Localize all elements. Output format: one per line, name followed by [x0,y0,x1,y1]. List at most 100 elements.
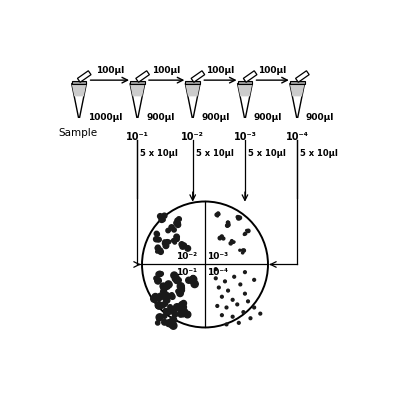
Circle shape [160,283,166,289]
Circle shape [142,201,268,328]
Polygon shape [130,83,145,117]
Text: 100μl: 100μl [206,65,234,75]
Circle shape [238,216,242,219]
Circle shape [242,311,245,314]
Circle shape [154,231,159,236]
Circle shape [174,234,179,240]
Circle shape [174,275,179,281]
Bar [290,81,304,83]
Circle shape [227,223,230,227]
Polygon shape [72,85,86,97]
Circle shape [156,302,162,309]
Circle shape [180,311,184,316]
Text: 10⁻¹: 10⁻¹ [176,268,197,277]
Circle shape [233,275,236,278]
Polygon shape [78,71,91,82]
Circle shape [175,218,178,222]
Circle shape [179,303,184,308]
Bar [72,81,86,83]
Polygon shape [191,71,205,82]
Circle shape [172,277,178,281]
Circle shape [179,310,186,317]
Circle shape [156,295,160,299]
Circle shape [191,275,195,280]
Circle shape [176,238,179,241]
Circle shape [161,288,167,294]
Circle shape [178,306,183,311]
Circle shape [181,300,186,306]
Circle shape [163,240,166,244]
Circle shape [182,243,187,249]
Circle shape [220,235,223,238]
Circle shape [247,229,250,233]
Circle shape [259,312,262,315]
Circle shape [164,308,168,313]
Circle shape [155,277,161,284]
Circle shape [167,282,172,287]
Circle shape [163,295,169,301]
Circle shape [238,322,240,324]
Circle shape [165,240,170,245]
Circle shape [233,241,235,243]
Circle shape [229,242,232,245]
Circle shape [172,309,177,313]
Circle shape [174,220,179,226]
Circle shape [182,308,188,314]
Circle shape [215,213,218,216]
Circle shape [162,301,168,306]
Circle shape [156,232,160,236]
Text: 5 x 10μl: 5 x 10μl [300,149,338,158]
Circle shape [157,317,161,321]
Circle shape [179,302,184,306]
Circle shape [216,304,219,307]
Circle shape [163,243,169,249]
Circle shape [177,290,183,296]
Circle shape [167,228,170,231]
Circle shape [244,271,246,274]
Circle shape [162,320,167,325]
Circle shape [162,218,165,221]
Circle shape [159,272,163,276]
Circle shape [170,308,177,314]
Text: 5 x 10μl: 5 x 10μl [140,149,178,158]
Circle shape [180,244,185,249]
Circle shape [157,237,161,242]
Circle shape [236,215,239,219]
Circle shape [160,217,164,221]
Circle shape [155,302,162,309]
Circle shape [218,213,220,215]
Circle shape [171,272,178,279]
Circle shape [170,322,177,329]
Circle shape [230,240,233,242]
Circle shape [189,277,196,284]
Text: 10⁻³: 10⁻³ [206,253,228,261]
Circle shape [253,279,256,281]
Circle shape [184,311,191,318]
Bar [238,81,252,83]
Circle shape [156,250,159,253]
Circle shape [162,213,167,218]
Circle shape [242,249,246,252]
Circle shape [158,272,163,277]
Circle shape [170,317,176,323]
Circle shape [158,293,164,299]
Circle shape [170,294,175,299]
Circle shape [156,272,161,277]
Circle shape [179,286,184,291]
Circle shape [160,283,168,290]
Polygon shape [185,83,200,117]
Text: 1000μl: 1000μl [88,113,122,122]
Circle shape [158,213,163,219]
Circle shape [242,249,244,251]
Circle shape [220,295,223,298]
Circle shape [182,243,186,248]
Circle shape [166,229,170,233]
Circle shape [190,276,197,283]
Circle shape [171,322,176,327]
Circle shape [246,229,248,231]
Circle shape [162,241,166,245]
Text: 5 x 10μl: 5 x 10μl [196,149,234,158]
Polygon shape [296,71,309,82]
Text: 10⁻⁴: 10⁻⁴ [206,268,228,277]
Text: 5 x 10μl: 5 x 10μl [248,149,286,158]
